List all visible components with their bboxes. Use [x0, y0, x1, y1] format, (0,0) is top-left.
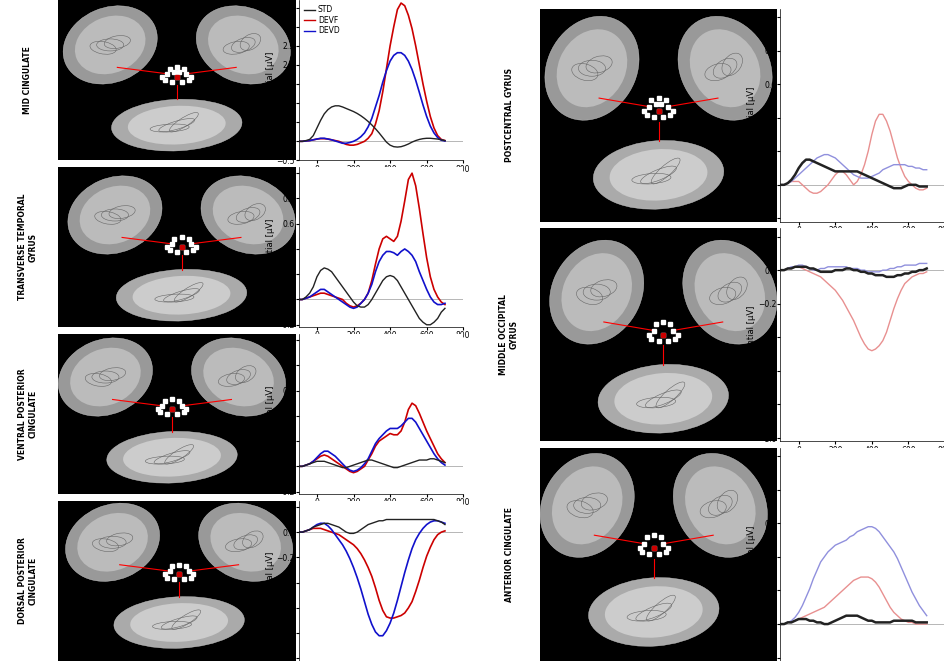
Ellipse shape — [201, 176, 295, 254]
Ellipse shape — [684, 467, 755, 545]
Ellipse shape — [551, 467, 622, 545]
Ellipse shape — [75, 16, 145, 74]
Ellipse shape — [694, 253, 765, 331]
Text: MIDDLE OCCIPITAL
GYRUS: MIDDLE OCCIPITAL GYRUS — [499, 294, 518, 375]
Ellipse shape — [116, 269, 246, 321]
Ellipse shape — [556, 29, 627, 107]
Text: VENTRAL POSTERIOR
CINGULATE: VENTRAL POSTERIOR CINGULATE — [18, 368, 37, 460]
Ellipse shape — [196, 6, 290, 84]
Ellipse shape — [593, 141, 723, 210]
Legend: STD, DEVF, DEVD: STD, DEVF, DEVD — [302, 4, 341, 37]
Ellipse shape — [672, 453, 767, 557]
Ellipse shape — [677, 17, 771, 120]
Ellipse shape — [68, 176, 161, 254]
Ellipse shape — [130, 603, 228, 642]
Y-axis label: Potential [μV]: Potential [μV] — [747, 87, 756, 144]
Ellipse shape — [588, 578, 718, 646]
Y-axis label: Potential [μV]: Potential [μV] — [747, 525, 756, 583]
X-axis label: Time [ms]: Time [ms] — [360, 179, 401, 188]
Y-axis label: Potential [μV]: Potential [μV] — [747, 306, 755, 364]
Text: TRANSVERSE TEMPORAL
GYRUS: TRANSVERSE TEMPORAL GYRUS — [18, 194, 37, 300]
X-axis label: Time [ms]: Time [ms] — [841, 241, 883, 249]
Ellipse shape — [689, 29, 760, 107]
Y-axis label: Potential [μV]: Potential [μV] — [265, 552, 275, 609]
Ellipse shape — [107, 432, 237, 483]
Ellipse shape — [203, 348, 274, 407]
Ellipse shape — [192, 338, 285, 416]
Ellipse shape — [211, 513, 280, 572]
Ellipse shape — [127, 106, 226, 145]
Ellipse shape — [111, 99, 242, 151]
Ellipse shape — [132, 276, 230, 315]
Ellipse shape — [59, 338, 152, 416]
Ellipse shape — [598, 364, 728, 433]
Ellipse shape — [540, 453, 633, 557]
Ellipse shape — [79, 186, 150, 245]
Ellipse shape — [114, 597, 244, 648]
Ellipse shape — [604, 586, 702, 638]
Ellipse shape — [609, 149, 707, 201]
Text: ANTERIOR CINGULATE: ANTERIOR CINGULATE — [504, 507, 514, 602]
X-axis label: Time [ms]: Time [ms] — [360, 346, 401, 355]
Ellipse shape — [198, 503, 293, 582]
Ellipse shape — [545, 17, 638, 120]
Text: POSTCENTRAL GYRUS: POSTCENTRAL GYRUS — [504, 68, 514, 162]
Ellipse shape — [70, 348, 141, 407]
Ellipse shape — [65, 503, 160, 582]
Y-axis label: Potential [μV]: Potential [μV] — [265, 385, 275, 443]
Ellipse shape — [123, 438, 221, 477]
Ellipse shape — [212, 186, 283, 245]
Ellipse shape — [63, 6, 157, 84]
Y-axis label: Potential [μV]: Potential [μV] — [265, 52, 275, 109]
X-axis label: Time [ms]: Time [ms] — [841, 460, 883, 469]
Y-axis label: Potential [μV]: Potential [μV] — [265, 218, 275, 276]
Ellipse shape — [683, 240, 776, 344]
Ellipse shape — [549, 240, 643, 344]
X-axis label: Time [ms]: Time [ms] — [360, 513, 401, 522]
Text: MID CINGULATE: MID CINGULATE — [23, 46, 32, 114]
Ellipse shape — [77, 513, 147, 572]
Text: DORSAL POSTERIOR
CINGULATE: DORSAL POSTERIOR CINGULATE — [18, 537, 37, 624]
Ellipse shape — [614, 373, 712, 424]
Ellipse shape — [208, 16, 278, 74]
Ellipse shape — [561, 253, 632, 331]
